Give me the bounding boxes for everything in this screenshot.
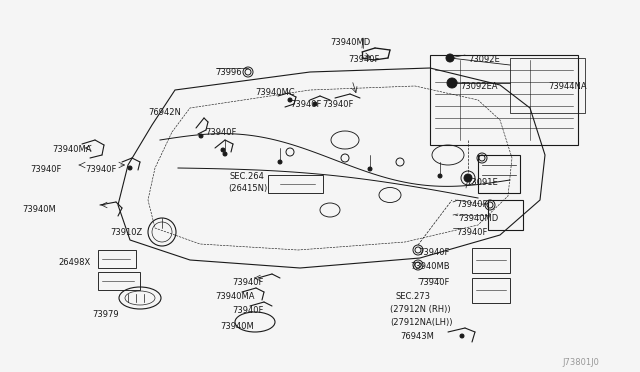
Text: 73940F: 73940F	[348, 55, 380, 64]
Circle shape	[447, 78, 457, 88]
Text: 73940F: 73940F	[30, 165, 61, 174]
Bar	[430, 55, 578, 145]
Text: SEC.264: SEC.264	[230, 172, 265, 181]
Text: 73940F: 73940F	[232, 306, 264, 315]
Bar	[472, 248, 510, 273]
Circle shape	[128, 166, 132, 170]
Text: 73940F: 73940F	[418, 248, 449, 257]
Text: 73940F: 73940F	[85, 165, 116, 174]
Text: 73940MD: 73940MD	[330, 38, 371, 47]
Text: 73940M: 73940M	[22, 205, 56, 214]
Bar	[478, 155, 520, 193]
Circle shape	[446, 54, 454, 62]
Circle shape	[438, 174, 442, 178]
Bar	[472, 278, 510, 303]
Text: 73940F: 73940F	[232, 278, 264, 287]
Text: 73979: 73979	[92, 310, 118, 319]
Text: 26498X: 26498X	[58, 258, 90, 267]
Circle shape	[288, 98, 292, 102]
Circle shape	[313, 102, 317, 106]
Text: 73996: 73996	[215, 68, 242, 77]
Circle shape	[464, 174, 472, 182]
Text: 73940F: 73940F	[418, 278, 449, 287]
Bar	[98, 250, 136, 268]
Text: 73940F: 73940F	[456, 200, 488, 209]
Text: (27912N (RH)): (27912N (RH))	[390, 305, 451, 314]
Circle shape	[278, 160, 282, 164]
Text: 73940MB: 73940MB	[410, 262, 450, 271]
Text: 73944NA: 73944NA	[548, 82, 587, 91]
Text: 73940F: 73940F	[290, 100, 321, 109]
Text: 73940M: 73940M	[220, 322, 253, 331]
Text: (27912NA(LH)): (27912NA(LH))	[390, 318, 452, 327]
Text: 76943M: 76943M	[400, 332, 434, 341]
Text: 73910Z: 73910Z	[110, 228, 142, 237]
Text: SEC.273: SEC.273	[395, 292, 430, 301]
Bar	[268, 175, 323, 193]
Text: 73092EA: 73092EA	[460, 82, 497, 91]
Text: 76942N: 76942N	[148, 108, 181, 117]
Text: 73940MA: 73940MA	[52, 145, 92, 154]
Text: (26415N): (26415N)	[228, 184, 268, 193]
Circle shape	[460, 334, 464, 338]
Text: 73940F: 73940F	[322, 100, 353, 109]
Text: 73092E: 73092E	[468, 55, 500, 64]
Bar	[510, 58, 585, 113]
Text: 73091E: 73091E	[466, 178, 498, 187]
Bar	[98, 272, 140, 290]
Circle shape	[199, 134, 203, 138]
Bar	[488, 200, 523, 230]
Circle shape	[221, 148, 225, 152]
Text: 73940MC: 73940MC	[255, 88, 294, 97]
Circle shape	[368, 167, 372, 171]
Circle shape	[223, 152, 227, 156]
Text: 73940MD: 73940MD	[458, 214, 499, 223]
Text: 73940F: 73940F	[456, 228, 488, 237]
Text: 73940MA: 73940MA	[215, 292, 255, 301]
Text: J73801J0: J73801J0	[562, 358, 599, 367]
Text: 73940F: 73940F	[205, 128, 236, 137]
